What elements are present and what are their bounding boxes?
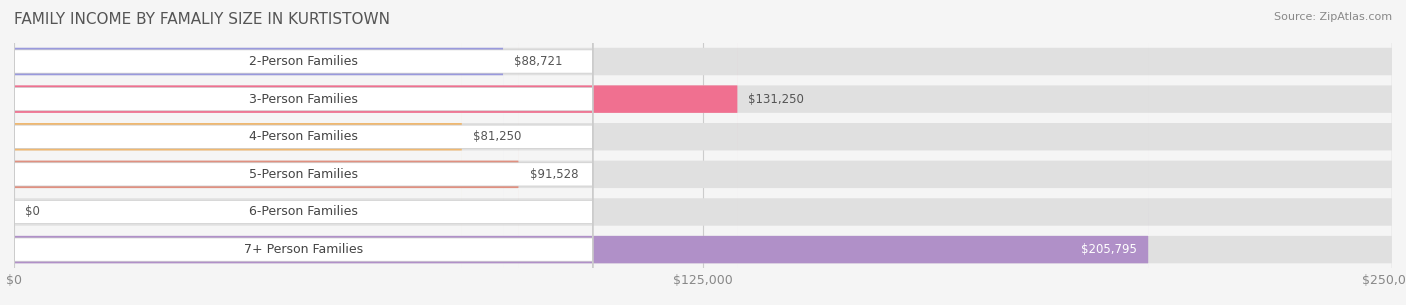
Text: 7+ Person Families: 7+ Person Families bbox=[243, 243, 363, 256]
Text: 6-Person Families: 6-Person Families bbox=[249, 206, 359, 218]
Text: FAMILY INCOME BY FAMALIY SIZE IN KURTISTOWN: FAMILY INCOME BY FAMALIY SIZE IN KURTIST… bbox=[14, 12, 389, 27]
FancyBboxPatch shape bbox=[14, 0, 738, 305]
FancyBboxPatch shape bbox=[14, 0, 593, 305]
Text: $88,721: $88,721 bbox=[515, 55, 562, 68]
Text: 2-Person Families: 2-Person Families bbox=[249, 55, 359, 68]
FancyBboxPatch shape bbox=[14, 0, 1392, 305]
FancyBboxPatch shape bbox=[14, 0, 503, 305]
Text: $91,528: $91,528 bbox=[530, 168, 578, 181]
FancyBboxPatch shape bbox=[14, 0, 1392, 305]
FancyBboxPatch shape bbox=[14, 0, 593, 305]
FancyBboxPatch shape bbox=[14, 0, 1392, 305]
FancyBboxPatch shape bbox=[14, 0, 519, 305]
Text: $81,250: $81,250 bbox=[472, 130, 522, 143]
FancyBboxPatch shape bbox=[14, 0, 593, 305]
FancyBboxPatch shape bbox=[14, 0, 1392, 305]
Text: 3-Person Families: 3-Person Families bbox=[249, 93, 359, 106]
Text: Source: ZipAtlas.com: Source: ZipAtlas.com bbox=[1274, 12, 1392, 22]
Text: $0: $0 bbox=[25, 206, 39, 218]
Text: $131,250: $131,250 bbox=[748, 93, 804, 106]
FancyBboxPatch shape bbox=[14, 0, 593, 305]
FancyBboxPatch shape bbox=[14, 0, 463, 305]
Text: 4-Person Families: 4-Person Families bbox=[249, 130, 359, 143]
FancyBboxPatch shape bbox=[14, 0, 1149, 305]
FancyBboxPatch shape bbox=[14, 0, 593, 305]
Text: 5-Person Families: 5-Person Families bbox=[249, 168, 359, 181]
FancyBboxPatch shape bbox=[14, 0, 1392, 305]
FancyBboxPatch shape bbox=[14, 0, 593, 305]
Text: $205,795: $205,795 bbox=[1081, 243, 1137, 256]
FancyBboxPatch shape bbox=[14, 0, 1392, 305]
